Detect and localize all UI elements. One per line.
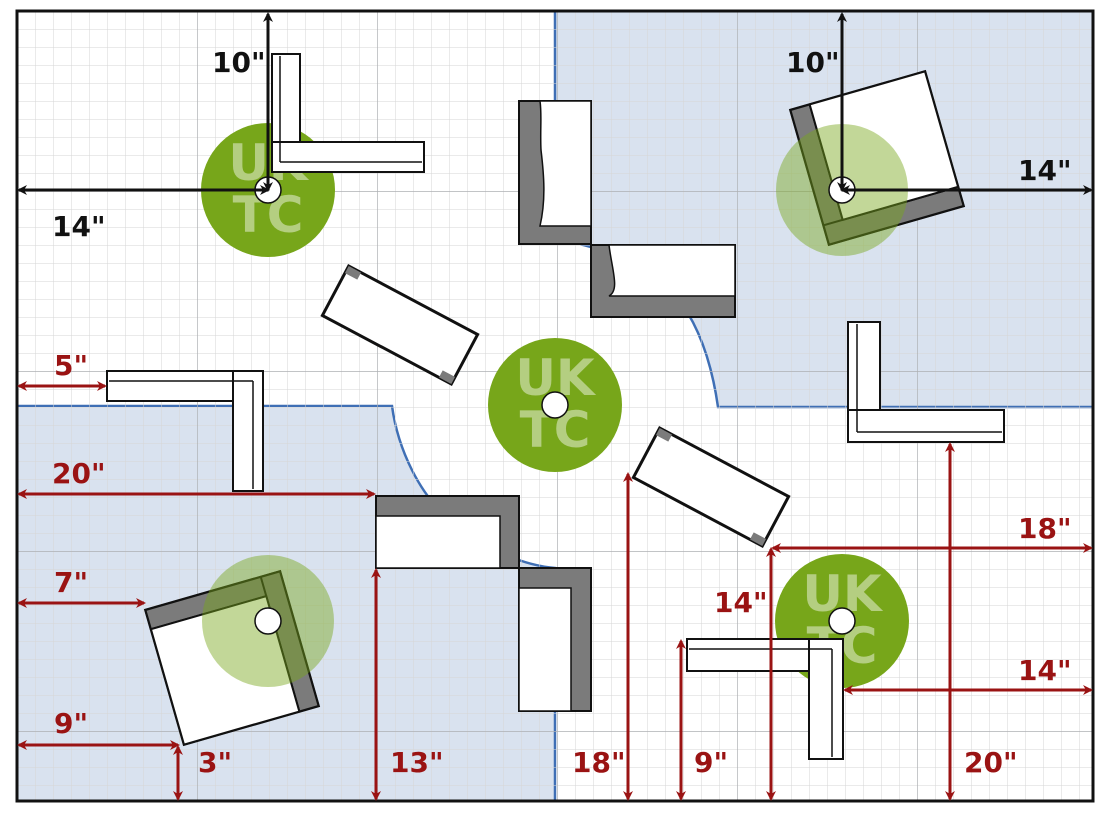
dimension-lines: 10" 14" 10" 14" 5" 20" 7" 9" 3" 13" 18" … bbox=[17, 12, 1093, 801]
ruin-wall-se bbox=[686, 638, 844, 760]
label-bottom-18: 18" bbox=[572, 746, 626, 779]
label-bottom-3: 3" bbox=[198, 746, 232, 779]
label-ne-horizontal: 14" bbox=[1018, 154, 1072, 187]
ruin-center-top-b bbox=[590, 244, 736, 318]
label-left-9: 9" bbox=[54, 707, 88, 740]
label-bottom-9: 9" bbox=[694, 746, 728, 779]
ruin-rotated-right bbox=[631, 425, 791, 549]
label-nw-vertical: 10" bbox=[212, 46, 266, 79]
label-nw-horizontal: 14" bbox=[52, 210, 106, 243]
terrain-pieces bbox=[106, 53, 1005, 760]
ruin-center-bottom-b bbox=[518, 567, 592, 712]
label-bottom-13: 13" bbox=[390, 746, 444, 779]
label-left-7: 7" bbox=[54, 566, 88, 599]
label-left-5: 5" bbox=[54, 349, 88, 382]
ruin-center-top-a bbox=[518, 100, 592, 245]
label-ne-vertical: 10" bbox=[786, 46, 840, 79]
ruin-square-ne bbox=[788, 69, 966, 247]
label-left-20: 20" bbox=[52, 457, 106, 490]
label-right-18: 18" bbox=[1018, 512, 1072, 545]
ruin-wall-nw bbox=[271, 53, 425, 173]
label-right-14: 14" bbox=[1018, 654, 1072, 687]
label-bottom-20: 20" bbox=[964, 746, 1018, 779]
ruin-wall-e bbox=[847, 321, 1005, 443]
ruin-center-bottom-a bbox=[375, 495, 520, 569]
board-border bbox=[15, 9, 1095, 803]
ruin-rotated-left bbox=[320, 263, 480, 387]
ruin-wall-w bbox=[106, 370, 264, 492]
label-mid-14: 14" bbox=[714, 586, 768, 619]
